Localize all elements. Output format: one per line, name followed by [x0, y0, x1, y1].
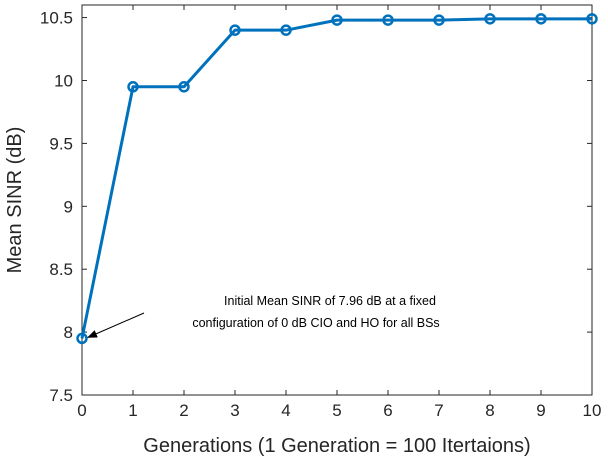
y-tick-label: 8	[64, 323, 73, 342]
series-line	[80, 17, 592, 339]
plot-area	[81, 4, 593, 396]
annotation-text-line-1: Initial Mean SINR of 7.96 dB at a fixed	[224, 294, 436, 308]
x-tick-label: 0	[77, 401, 86, 420]
data-point	[535, 13, 547, 25]
annotation-text-line-2: configuration of 0 dB CIO and HO for all…	[192, 316, 439, 330]
annotation: Initial Mean SINR of 7.96 dB at a fixed …	[87, 294, 440, 338]
data-series	[76, 13, 598, 345]
x-tick-label: 6	[383, 401, 392, 420]
x-tick-labels: 0 1 2 3 4 5 6 7 8 9 10	[77, 401, 601, 420]
x-tick-label: 3	[230, 401, 239, 420]
data-point	[586, 13, 598, 25]
y-tick-label: 9.5	[49, 134, 73, 153]
x-tick-label: 5	[332, 401, 341, 420]
x-tick-label: 1	[128, 401, 137, 420]
y-tick-label: 10.5	[40, 9, 73, 28]
y-axis-label: Mean SINR (dB)	[4, 127, 26, 274]
y-tick-label: 9	[64, 197, 73, 216]
y-tick-label: 7.5	[49, 386, 73, 405]
x-tick-label: 2	[179, 401, 188, 420]
data-point	[127, 81, 139, 93]
x-tick-label: 4	[281, 401, 290, 420]
data-point	[178, 81, 190, 93]
y-tick-label: 8.5	[49, 260, 73, 279]
x-tick-label: 7	[434, 401, 443, 420]
data-point	[484, 13, 496, 25]
y-tick-labels: 7.5 8 8.5 9 9.5 10 10.5	[40, 9, 73, 405]
y-tick-label: 10	[54, 71, 73, 90]
data-point	[280, 24, 292, 36]
x-tick-label: 9	[536, 401, 545, 420]
data-point	[382, 14, 394, 26]
annotation-arrow	[87, 312, 145, 338]
data-point	[331, 14, 343, 26]
data-point	[76, 332, 88, 345]
data-point	[229, 24, 241, 36]
data-point	[433, 14, 445, 26]
x-tick-label: 8	[485, 401, 494, 420]
x-axis-label: Generations (1 Generation = 100 Itertaio…	[143, 435, 530, 457]
x-tick-label: 10	[583, 401, 602, 420]
